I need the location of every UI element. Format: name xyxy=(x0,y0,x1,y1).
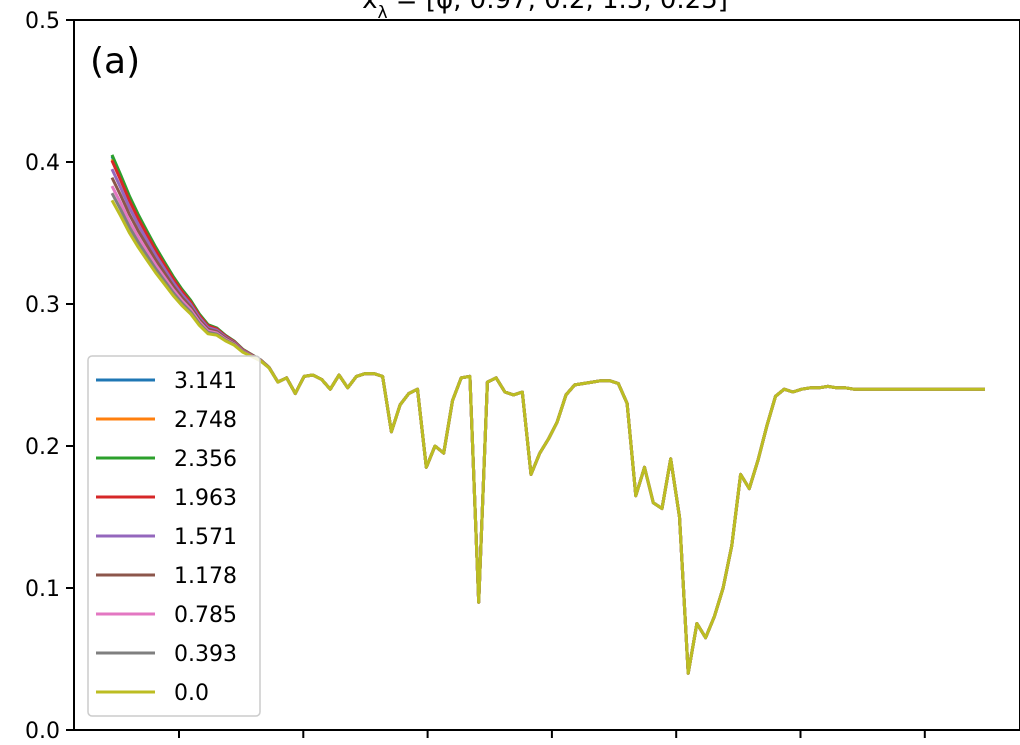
y-axis-ticks: 0.0 0.1 0.2 0.3 0.4 0.5 xyxy=(25,9,74,744)
y-tick-label: 0.0 xyxy=(25,719,60,744)
legend-box xyxy=(87,355,261,717)
legend-label: 1.178 xyxy=(174,564,237,589)
y-tick-label: 0.4 xyxy=(25,151,60,176)
legend-label: 0.0 xyxy=(174,681,209,706)
legend: 3.141 2.748 2.356 1.963 1.571 1.178 0.785 0.393… xyxy=(87,355,261,717)
legend-label: 1.963 xyxy=(174,486,237,511)
legend-label: 0.785 xyxy=(174,603,237,628)
y-tick-label: 0.1 xyxy=(25,577,60,602)
y-tick-label: 0.3 xyxy=(25,293,60,318)
legend-label: 0.393 xyxy=(174,642,237,667)
panel-label: (a) xyxy=(90,41,140,82)
y-tick-label: 0.2 xyxy=(25,435,60,460)
legend-label: 2.748 xyxy=(174,408,237,433)
legend-label: 3.141 xyxy=(174,369,237,394)
legend-label: 1.571 xyxy=(174,525,237,550)
y-tick-label: 0.5 xyxy=(25,9,60,34)
x-axis-ticks xyxy=(178,730,926,738)
legend-label: 2.356 xyxy=(174,447,237,472)
axes-frame xyxy=(73,19,1020,731)
